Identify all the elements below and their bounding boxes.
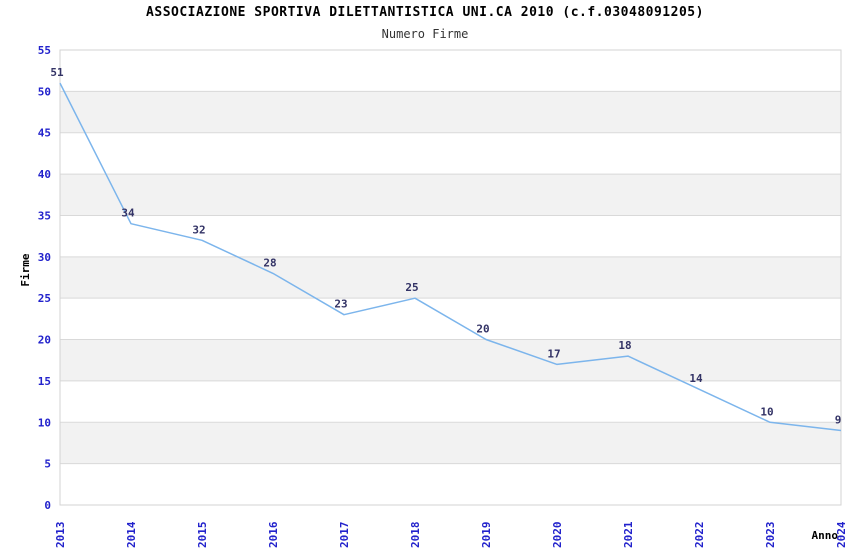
x-axis-tick-labels: 2013 2014 2015 2016 2017 2018 2019 2020 2021 2022… — [54, 521, 848, 548]
x-tick-label: 2017 — [338, 522, 351, 549]
y-tick-label: 45 — [38, 127, 51, 140]
data-point-label: 32 — [192, 223, 205, 236]
y-tick-label: 20 — [38, 334, 51, 347]
data-point-label: 20 — [476, 323, 489, 336]
x-tick-label: 2019 — [480, 522, 493, 549]
data-point-label: 51 — [50, 66, 64, 79]
data-point-label: 23 — [334, 298, 347, 311]
y-axis-tick-labels: 0 5 10 15 20 25 30 35 40 45 50 55 — [38, 44, 51, 512]
y-tick-label: 10 — [38, 416, 51, 429]
alternating-bands — [60, 91, 841, 464]
data-point-label: 28 — [263, 256, 276, 269]
x-tick-label: 2015 — [196, 522, 209, 549]
band-stripe — [60, 339, 841, 381]
series-line — [59, 82, 842, 432]
y-tick-label: 15 — [38, 375, 51, 388]
y-tick-label: 30 — [38, 251, 51, 264]
x-tick-label: 2024 — [835, 521, 848, 548]
y-tick-label: 25 — [38, 292, 51, 305]
y-tick-label: 0 — [44, 499, 51, 512]
chart-subtitle: Numero Firme — [381, 27, 469, 41]
chart-title: ASSOCIAZIONE SPORTIVA DILETTANTISTICA UN… — [146, 5, 704, 20]
x-tick-label: 2023 — [764, 522, 777, 549]
y-tick-label: 55 — [38, 44, 51, 57]
x-tick-label: 2016 — [267, 521, 280, 548]
y-tick-label: 40 — [38, 168, 51, 181]
x-tick-label: 2013 — [54, 522, 67, 549]
data-point-label: 9 — [835, 414, 842, 427]
y-tick-label: 5 — [44, 458, 51, 471]
y-tick-label: 50 — [38, 85, 51, 98]
data-point-label: 34 — [121, 207, 135, 220]
data-point-label: 25 — [405, 281, 418, 294]
x-axis-title: Anno — [812, 529, 839, 542]
data-point-label: 14 — [689, 372, 703, 385]
x-tick-label: 2021 — [622, 521, 635, 548]
y-tick-label: 35 — [38, 210, 51, 223]
y-axis-title: Firme — [19, 253, 32, 286]
data-point-labels: 51 34 32 28 23 25 20 17 18 14 10 9 — [50, 66, 841, 426]
band-stripe — [60, 422, 841, 464]
band-stripe — [60, 174, 841, 216]
data-point-label: 18 — [618, 339, 631, 352]
x-tick-label: 2020 — [551, 522, 564, 549]
band-stripe — [60, 256, 841, 299]
x-tick-label: 2018 — [409, 522, 422, 549]
data-point-label: 10 — [760, 405, 773, 418]
x-tick-label: 2022 — [693, 522, 706, 549]
data-point-label: 17 — [547, 347, 560, 360]
plot-area-border — [59, 49, 842, 506]
x-tick-label: 2014 — [125, 521, 138, 548]
band-stripe — [60, 91, 841, 133]
